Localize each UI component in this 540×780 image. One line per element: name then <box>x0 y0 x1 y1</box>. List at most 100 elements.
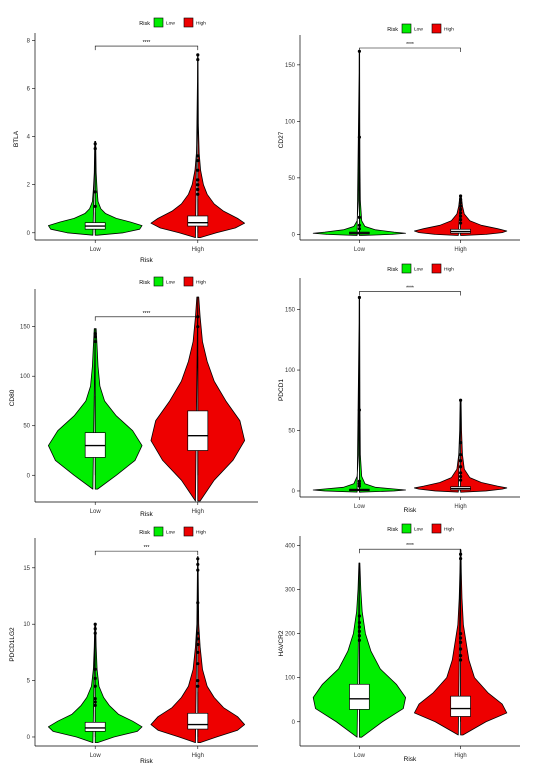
box-low <box>84 721 106 732</box>
outlier-point <box>93 676 97 680</box>
x-tick-label-high: High <box>454 247 466 253</box>
y-axis-label: PDCD1LG2 <box>9 627 16 662</box>
violin-panel-pdcd1lg2: Risk Low High 0 5 10 15 Low High Risk PDCD1LG2 *** <box>9 526 258 765</box>
significance-label: **** <box>406 286 414 292</box>
legend-title: Risk <box>139 530 150 536</box>
outlier-point <box>93 697 97 701</box>
y-tick-label: 100 <box>285 119 296 125</box>
legend-key-low <box>401 23 412 34</box>
box-high <box>187 215 209 227</box>
y-tick-label: 0 <box>27 735 31 741</box>
violin-panel-cd80: Risk Low High 0 50 100 150 Low High Risk CD80 **** <box>9 276 258 518</box>
legend: Risk Low High <box>139 526 206 537</box>
y-tick-label: 4 <box>27 135 31 141</box>
y-axis-label: CD80 <box>9 389 16 406</box>
outlier-point <box>357 295 361 300</box>
y-tick-label: 0 <box>292 232 296 238</box>
y-tick-label: 5 <box>27 679 31 685</box>
outlier-point <box>459 654 463 658</box>
significance-bracket <box>359 47 461 52</box>
outlier-point <box>459 201 463 205</box>
x-axis-label: Risk <box>140 511 153 518</box>
y-tick-label: 0 <box>292 720 296 726</box>
violin-panel-btla: Risk Low High 0 2 4 6 8 Low High Risk BTLA **** <box>13 17 258 264</box>
legend-label-high: High <box>444 527 454 533</box>
outlier-point <box>459 211 463 215</box>
legend-title: Risk <box>387 27 398 33</box>
outlier-point <box>357 484 361 488</box>
y-tick-label: 6 <box>27 87 31 93</box>
legend-key-high <box>183 526 194 537</box>
legend-title: Risk <box>139 280 150 286</box>
x-tick-label-low: Low <box>354 753 366 759</box>
x-tick-label-high: High <box>192 509 204 515</box>
outlier-point <box>357 479 361 483</box>
outlier-point <box>459 474 463 479</box>
outlier-point <box>459 440 463 445</box>
x-tick-label-low: Low <box>90 753 102 759</box>
legend-title: Risk <box>387 267 398 273</box>
outlier-point <box>459 478 463 482</box>
x-tick-label-low: Low <box>354 504 366 510</box>
y-tick-label: 2 <box>27 183 31 189</box>
legend-key-high <box>431 523 442 534</box>
outlier-point <box>93 667 97 671</box>
y-tick-label: 15 <box>23 566 30 572</box>
y-axis-label: CD27 <box>278 131 285 148</box>
outlier-point <box>459 552 463 556</box>
legend-label-low: Low <box>166 280 175 286</box>
legend-key-low <box>401 263 412 274</box>
y-tick-label: 150 <box>285 308 296 314</box>
outlier-point <box>459 557 463 561</box>
legend-key-low <box>153 276 164 287</box>
legend-key-high <box>431 263 442 274</box>
legend-key-low <box>153 17 164 28</box>
x-tick-label-low: Low <box>90 509 102 515</box>
legend-key-high <box>183 17 194 28</box>
outlier-point <box>196 631 200 635</box>
outlier-point <box>93 703 97 708</box>
outlier-point <box>93 332 97 336</box>
legend-label-low: Low <box>166 530 175 536</box>
outlier-point <box>196 637 200 641</box>
legend-label-low: Low <box>166 21 175 27</box>
y-tick-label: 50 <box>288 429 295 435</box>
outlier-point <box>357 227 361 231</box>
legend-title: Risk <box>139 21 150 27</box>
outlier-point <box>196 684 200 688</box>
legend-key-low <box>153 526 164 537</box>
outlier-point <box>196 562 200 567</box>
outlier-point <box>459 647 463 651</box>
significance-label: **** <box>406 543 414 549</box>
outlier-point <box>93 622 97 626</box>
box-high <box>450 695 471 717</box>
y-tick-label: 100 <box>285 368 296 374</box>
x-axis-label: Risk <box>140 758 153 765</box>
outlier-point <box>357 629 361 633</box>
outlier-point <box>93 339 97 344</box>
y-tick-label: 0 <box>292 489 296 495</box>
significance-label: **** <box>406 42 414 48</box>
outlier-point <box>93 627 97 631</box>
outlier-point <box>196 601 200 605</box>
x-axis-label: Risk <box>404 507 417 514</box>
box-low <box>349 683 370 710</box>
outlier-point <box>357 482 361 486</box>
legend-label-low: Low <box>414 527 423 533</box>
significance-bracket <box>359 548 461 554</box>
outlier-point <box>357 614 361 618</box>
significance-label: *** <box>144 545 150 551</box>
outlier-point <box>93 142 97 146</box>
significance-label: **** <box>143 40 151 46</box>
outlier-point <box>357 135 361 139</box>
outlier-point <box>459 214 463 218</box>
significance-label: **** <box>143 311 151 317</box>
outlier-point <box>357 223 361 227</box>
outlier-point <box>196 557 200 561</box>
legend-key-high <box>431 23 442 34</box>
legend-label-high: High <box>444 267 454 273</box>
legend: Risk Low High <box>387 523 454 534</box>
outlier-point <box>196 325 200 329</box>
outlier-point <box>196 53 200 57</box>
y-tick-label: 100 <box>285 676 296 682</box>
